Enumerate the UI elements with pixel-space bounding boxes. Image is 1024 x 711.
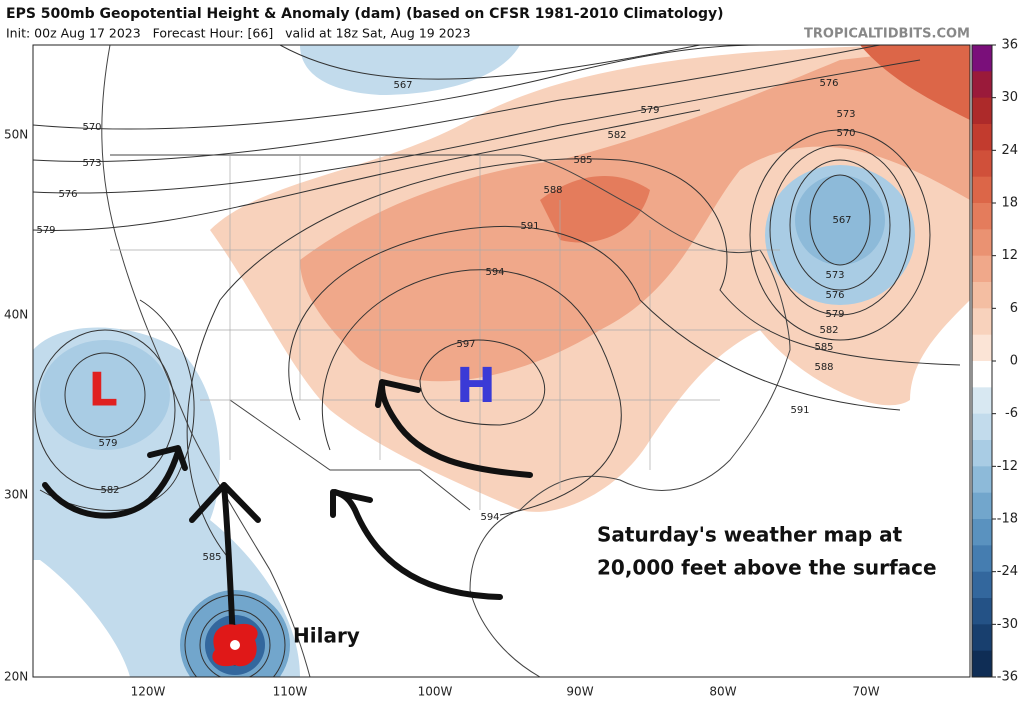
colorbar-tick-label: -30: [997, 617, 1018, 632]
positive-anomaly: [860, 45, 970, 120]
lat-label: 30N: [4, 488, 28, 502]
colorbar-swatch: [972, 203, 992, 230]
state-lines: [110, 155, 780, 510]
caption-line: 20,000 feet above the surface: [597, 556, 937, 580]
colorbar: 36 30 24 18 12 6 0 -6 -12 -18 -24 -30 -36: [971, 38, 1018, 685]
colorbar-swatch: [972, 598, 992, 625]
contour-label: 567: [393, 80, 412, 91]
colorbar-swatch: [972, 545, 992, 573]
colorbar-swatch: [972, 308, 992, 336]
map-frame: [32, 44, 971, 678]
colorbar-tick-label: 30: [1001, 90, 1018, 105]
contour-label: 594: [485, 267, 504, 278]
contour-label: 591: [790, 405, 809, 416]
colorbar-swatch: [972, 571, 992, 599]
contour-label: 567: [832, 215, 851, 226]
lon-label: 110W: [273, 685, 308, 699]
colorbar-swatch: [972, 150, 992, 178]
contour-label: 591: [520, 221, 539, 232]
colorbar-swatch: [972, 440, 992, 467]
lat-label: 40N: [4, 308, 28, 322]
colorbar-swatch: [972, 624, 992, 652]
subtitle: Init: 00z Aug 17 2023 Forecast Hour: [66…: [6, 26, 471, 41]
colorbar-swatch: [972, 176, 992, 204]
positive-anomaly: [540, 176, 650, 243]
colorbar-swatch: [972, 229, 992, 257]
lon-label: 100W: [418, 685, 453, 699]
contour-label: 585: [202, 552, 221, 563]
contour-label: 576: [819, 78, 838, 89]
contour-label: 570: [836, 128, 855, 139]
colorbar-swatch: [972, 282, 992, 309]
lat-label: 50N: [4, 128, 28, 142]
contour-label: 582: [100, 485, 119, 496]
colorbar-tick-label: 36: [1001, 38, 1018, 53]
colorbar-swatch: [972, 361, 992, 388]
colorbar-tick-label: -36: [997, 670, 1018, 685]
colorbar-tick-label: -18: [997, 512, 1018, 527]
contour-label: 576: [825, 290, 844, 301]
lat-labels: 50N 40N 30N 20N: [4, 128, 28, 684]
negative-anomaly: [300, 45, 520, 95]
title: EPS 500mb Geopotential Height & Anomaly …: [6, 6, 724, 22]
lon-label: 80W: [709, 685, 736, 699]
contour-label: 573: [825, 270, 844, 281]
contour-label: 585: [573, 155, 592, 166]
colorbar-tick-label: -12: [997, 459, 1018, 474]
negative-anomaly: [40, 340, 170, 450]
contour-label: 579: [825, 309, 844, 320]
lon-label: 120W: [131, 685, 166, 699]
contour-label: 576: [58, 189, 77, 200]
contour-label: 570: [82, 122, 101, 133]
colorbar-swatch: [972, 45, 992, 72]
colorbar-swatch: [972, 413, 992, 441]
negative-anomaly: [795, 175, 885, 265]
colorbar-swatch: [972, 71, 992, 99]
colorbar-swatch: [972, 334, 992, 362]
colorbar-tick-label: 24: [1001, 143, 1018, 158]
high-marker: H: [456, 358, 496, 414]
colorbar-tick-label: 6: [1010, 301, 1018, 316]
colorbar-swatch: [972, 492, 992, 520]
hurricane-symbol: [212, 623, 258, 667]
source: TROPICALTIDBITS.COM: [804, 27, 970, 42]
low-marker: L: [88, 363, 117, 417]
colorbar-swatch: [972, 650, 992, 678]
contour-label: 579: [36, 225, 55, 236]
contour-labels: 567 570 573 576 579 579 582 585 588 591 …: [36, 78, 855, 563]
height-contours: [33, 45, 961, 677]
storm-label: Hilary: [293, 624, 360, 648]
contour-label: 597: [456, 339, 475, 350]
colorbar-tick-label: -6: [1005, 406, 1018, 421]
lat-label: 20N: [4, 670, 28, 684]
colorbar-swatch: [972, 466, 992, 494]
colorbar-tick-label: 0: [1010, 354, 1018, 369]
contour-label: 573: [82, 158, 101, 169]
contour-label: 582: [819, 325, 838, 336]
lon-label: 90W: [566, 685, 593, 699]
caption-line: Saturday's weather map at: [597, 523, 903, 547]
contour-label: 579: [640, 105, 659, 116]
colorbar-swatch: [972, 387, 992, 415]
lon-label: 70W: [852, 685, 879, 699]
lon-labels: 120W 110W 100W 90W 80W 70W: [131, 685, 880, 699]
contour-label: 588: [543, 185, 562, 196]
contour-label: 573: [836, 109, 855, 120]
map-area: 567 570 573 576 579 579 582 585 588 591 …: [32, 44, 971, 678]
contour-label: 594: [480, 512, 499, 523]
colorbar-tick-label: 18: [1001, 196, 1018, 211]
colorbar-tick-label: 12: [1001, 248, 1018, 263]
colorbar-swatch: [972, 97, 992, 125]
colorbar-swatch: [972, 519, 992, 546]
contour-label: 588: [814, 362, 833, 373]
contour-label: 582: [607, 130, 626, 141]
colorbar-swatch: [972, 255, 992, 283]
colorbar-tick-label: -24: [997, 564, 1018, 579]
contour-label: 585: [814, 342, 833, 353]
colorbar-swatch: [972, 124, 992, 151]
contour-label: 579: [98, 438, 117, 449]
flow-arrows: [42, 379, 533, 643]
